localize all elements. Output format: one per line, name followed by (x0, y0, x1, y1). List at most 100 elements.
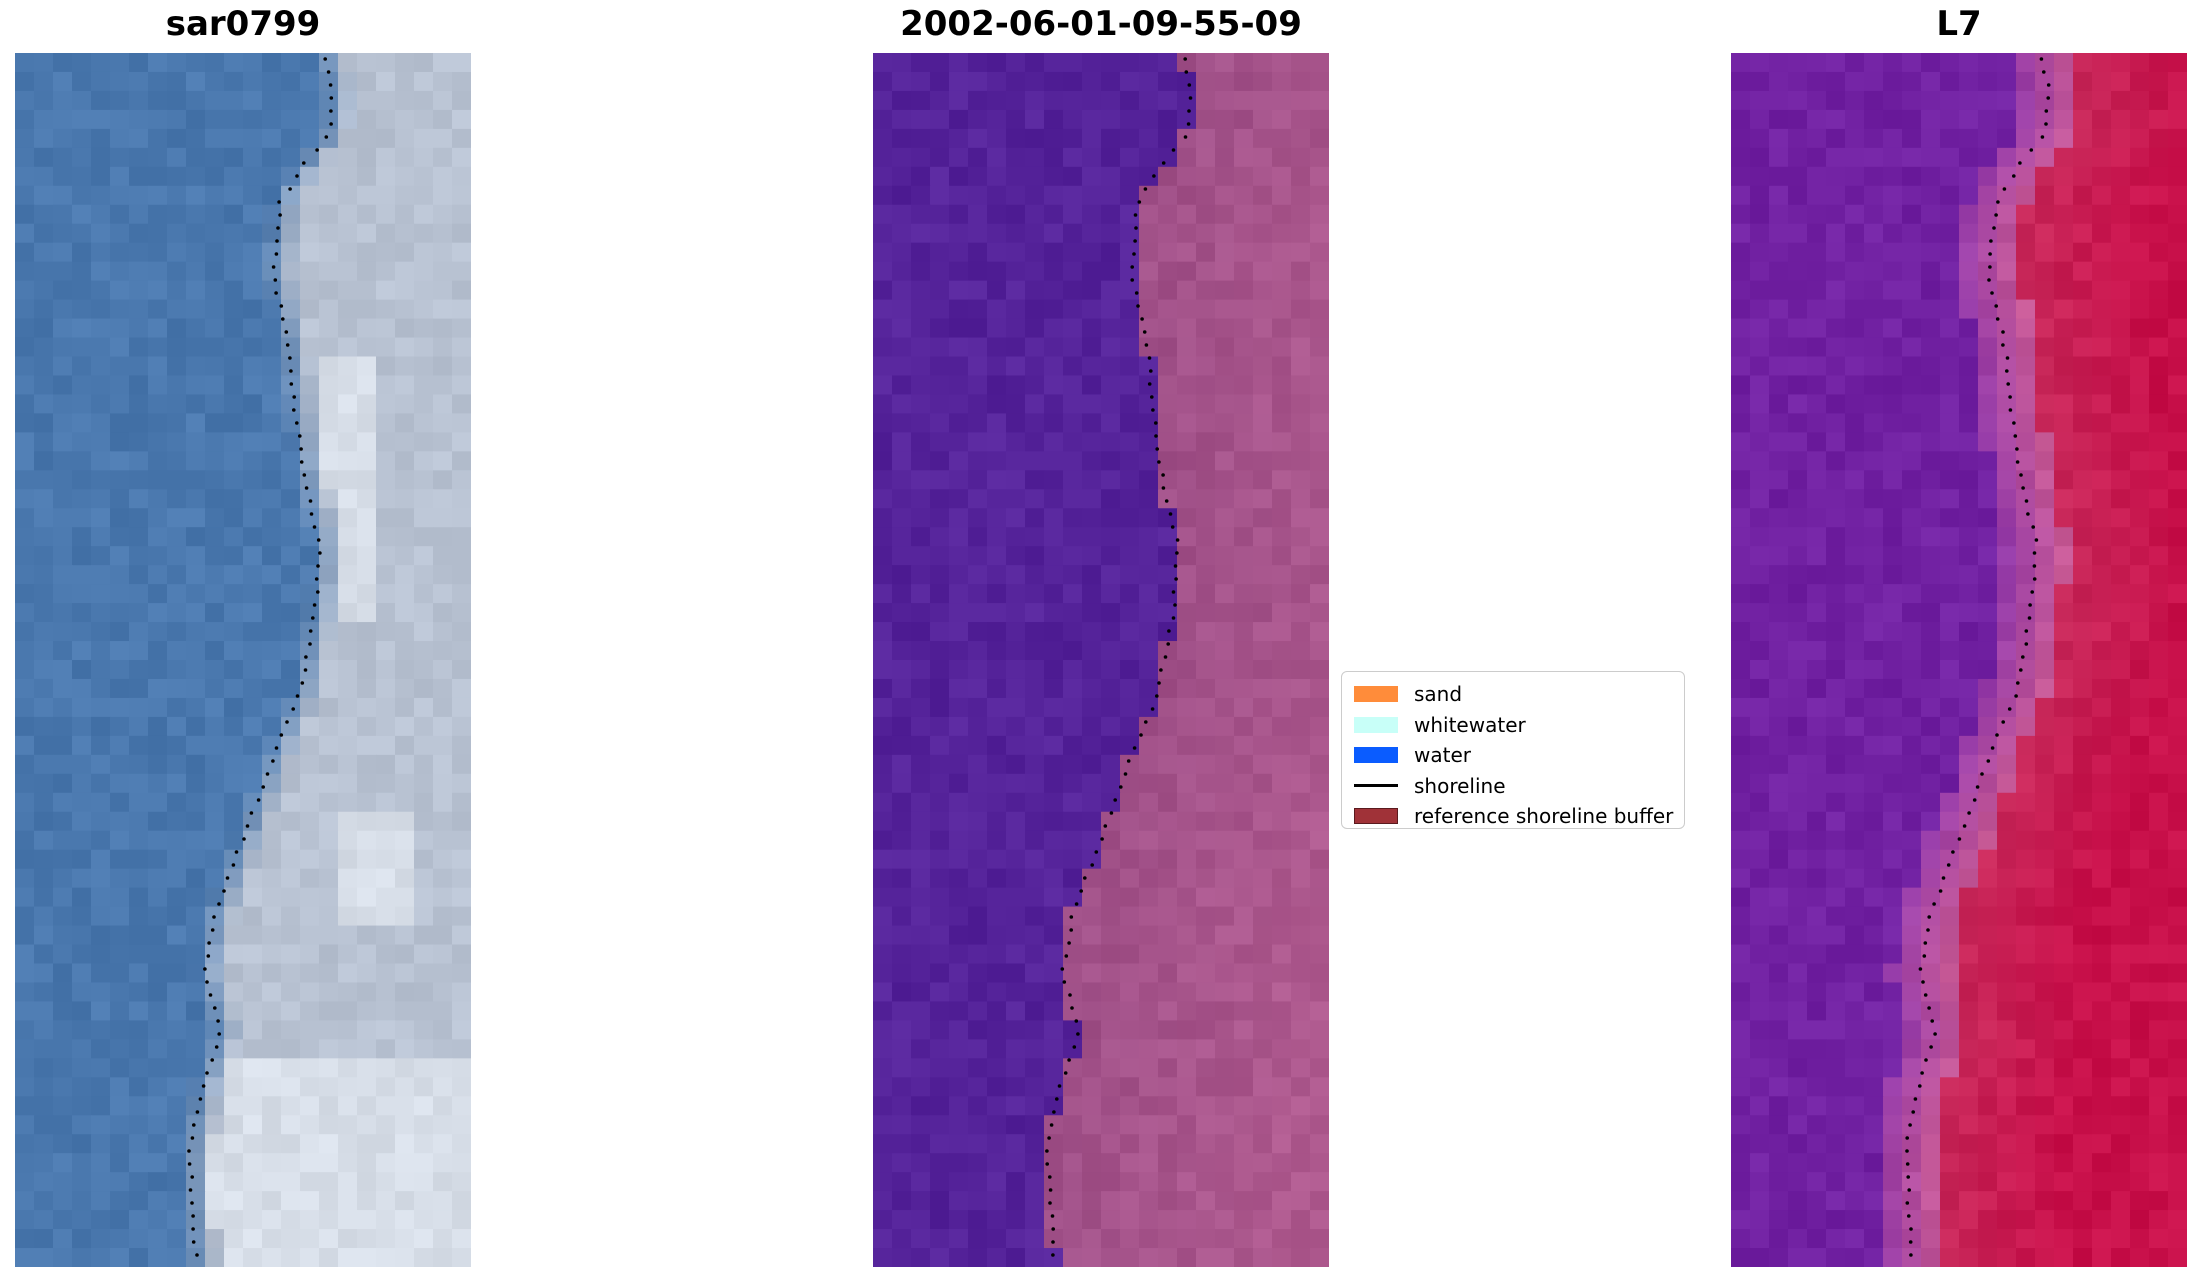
image-pixel (2111, 830, 2131, 851)
image-pixel (1902, 375, 1922, 396)
image-pixel (1750, 546, 1770, 566)
image-pixel (1769, 830, 1789, 851)
image-pixel (968, 413, 988, 433)
image-pixel (2035, 1191, 2055, 1211)
image-pixel (2016, 830, 2036, 851)
image-pixel (1196, 697, 1216, 718)
shoreline-point (213, 1006, 217, 1010)
image-pixel (1101, 1153, 1121, 1173)
image-pixel (1006, 849, 1026, 870)
image-pixel (1120, 868, 1140, 889)
image-pixel (167, 128, 187, 149)
image-pixel (205, 641, 225, 661)
image-pixel (357, 811, 377, 832)
image-pixel (1082, 584, 1102, 604)
image-pixel (2054, 735, 2074, 756)
image-pixel (376, 470, 396, 490)
image-pixel (300, 394, 320, 415)
image-pixel (2130, 584, 2150, 604)
image-pixel (1978, 678, 1998, 699)
image-pixel (1864, 963, 1884, 984)
image-pixel (949, 489, 969, 509)
image-pixel (1959, 868, 1979, 889)
image-pixel (167, 413, 187, 433)
image-pixel (395, 53, 415, 73)
image-pixel (2130, 1020, 2150, 1040)
image-pixel (1826, 1020, 1846, 1040)
image-pixel (186, 830, 206, 851)
image-pixel (1883, 128, 1903, 149)
image-pixel (243, 660, 263, 680)
image-pixel (338, 792, 358, 813)
image-pixel (186, 489, 206, 509)
image-pixel (1272, 773, 1292, 794)
image-pixel (1025, 716, 1045, 737)
image-pixel (1959, 1229, 1979, 1249)
image-pixel (224, 660, 244, 680)
image-pixel (1272, 432, 1292, 452)
image-pixel (15, 356, 35, 377)
image-pixel (91, 1229, 111, 1249)
image-pixel (186, 185, 206, 206)
image-pixel (2111, 223, 2131, 244)
image-pixel (1101, 963, 1121, 984)
image-pixel (2054, 887, 2074, 908)
image-pixel (1044, 147, 1064, 168)
shoreline-point (2040, 135, 2045, 139)
image-pixel (1063, 109, 1083, 130)
image-pixel (1921, 660, 1941, 680)
image-pixel (2073, 356, 2093, 377)
image-pixel (1807, 375, 1827, 396)
image-pixel (873, 849, 893, 870)
image-pixel (1120, 546, 1140, 566)
image-pixel (1006, 508, 1026, 528)
image-pixel (2111, 1115, 2131, 1135)
image-pixel (2073, 261, 2093, 282)
shoreline-point (1119, 785, 1123, 789)
image-pixel (1253, 356, 1273, 377)
image-pixel (91, 735, 111, 756)
image-pixel (1959, 792, 1979, 813)
image-pixel (1044, 849, 1064, 870)
image-pixel (1291, 678, 1311, 699)
image-pixel (1063, 318, 1083, 339)
image-pixel (1253, 53, 1273, 73)
image-pixel (224, 109, 244, 130)
image-pixel (2073, 660, 2093, 680)
image-pixel (129, 1096, 149, 1116)
image-pixel (2111, 1134, 2131, 1154)
image-pixel (1101, 451, 1121, 471)
image-pixel (110, 261, 130, 282)
image-pixel (1864, 318, 1884, 339)
image-pixel (205, 1115, 225, 1135)
shoreline-point (274, 252, 279, 256)
image-pixel (930, 811, 950, 832)
image-pixel (395, 868, 415, 889)
image-pixel (1826, 1172, 1846, 1192)
shoreline-point (316, 590, 320, 594)
shoreline-point (1126, 759, 1131, 763)
image-pixel (205, 527, 225, 547)
image-pixel (1196, 925, 1216, 946)
image-pixel (1731, 868, 1751, 889)
image-pixel (319, 697, 339, 718)
image-pixel (1272, 868, 1292, 889)
image-pixel (2073, 546, 2093, 566)
image-pixel (1807, 1229, 1827, 1249)
reference-buffer-swatch (1354, 808, 1398, 825)
image-pixel (1921, 337, 1941, 358)
image-pixel (376, 432, 396, 452)
image-pixel (1082, 1229, 1102, 1249)
image-pixel (72, 1248, 92, 1267)
image-pixel (357, 1020, 377, 1040)
image-pixel (1025, 223, 1045, 244)
image-pixel (2111, 678, 2131, 699)
image-pixel (1234, 1210, 1254, 1230)
image-pixel (892, 1039, 912, 1059)
image-pixel (1272, 280, 1292, 301)
image-pixel (2149, 1001, 2169, 1022)
image-pixel (1845, 337, 1865, 358)
image-pixel (1845, 754, 1865, 775)
image-pixel (1769, 280, 1789, 301)
image-pixel (1310, 868, 1329, 889)
